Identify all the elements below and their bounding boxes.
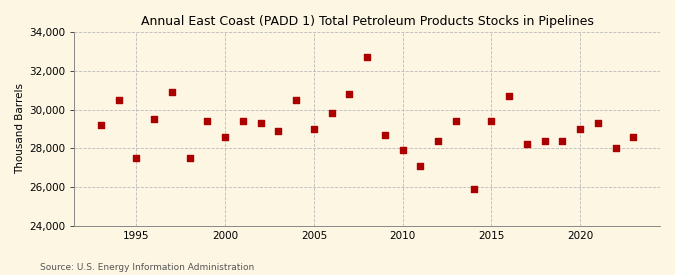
Point bbox=[291, 98, 302, 102]
Point bbox=[344, 92, 355, 96]
Point bbox=[468, 187, 479, 191]
Point bbox=[574, 127, 585, 131]
Point bbox=[610, 146, 621, 150]
Point bbox=[96, 123, 107, 127]
Point bbox=[273, 129, 284, 133]
Point bbox=[202, 119, 213, 123]
Point bbox=[167, 90, 178, 94]
Point bbox=[148, 117, 159, 122]
Y-axis label: Thousand Barrels: Thousand Barrels bbox=[15, 83, 25, 174]
Point bbox=[184, 156, 195, 160]
Title: Annual East Coast (PADD 1) Total Petroleum Products Stocks in Pipelines: Annual East Coast (PADD 1) Total Petrole… bbox=[140, 15, 593, 28]
Point bbox=[593, 121, 603, 125]
Point bbox=[238, 119, 248, 123]
Point bbox=[113, 98, 124, 102]
Point bbox=[539, 138, 550, 143]
Point bbox=[220, 134, 231, 139]
Point bbox=[362, 55, 373, 59]
Point bbox=[255, 121, 266, 125]
Text: Source: U.S. Energy Information Administration: Source: U.S. Energy Information Administ… bbox=[40, 263, 254, 272]
Point bbox=[450, 119, 461, 123]
Point bbox=[628, 134, 639, 139]
Point bbox=[308, 127, 319, 131]
Point bbox=[415, 164, 426, 168]
Point bbox=[326, 111, 337, 116]
Point bbox=[486, 119, 497, 123]
Point bbox=[504, 94, 514, 98]
Point bbox=[398, 148, 408, 152]
Point bbox=[522, 142, 533, 147]
Point bbox=[433, 138, 443, 143]
Point bbox=[379, 133, 390, 137]
Point bbox=[131, 156, 142, 160]
Point bbox=[557, 138, 568, 143]
